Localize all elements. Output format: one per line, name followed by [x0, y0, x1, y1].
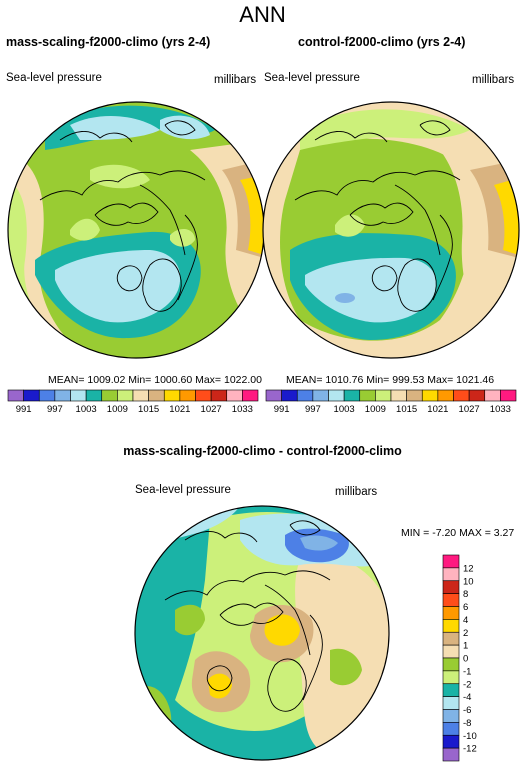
panel-1-map	[7, 101, 265, 359]
panel-1-units-label: millibars	[214, 74, 257, 86]
panel-3-units-label: millibars	[335, 486, 378, 498]
panel-2-colorbar-box	[421, 389, 439, 402]
panel-1-colorbar-tick-label: 1027	[201, 404, 222, 415]
panel-2-colorbar-box	[359, 389, 376, 402]
panel-3-colorbar-tick-label: -10	[463, 731, 477, 742]
panel-3-colorbar-tick-label: 12	[463, 563, 474, 574]
panel-3-colorbar-box	[442, 696, 460, 710]
panel-1-colorbar-box	[85, 389, 103, 402]
panel-2-colorbar-box	[437, 389, 454, 402]
panel-1-colorbar-box	[7, 389, 24, 402]
panel-1-colorbar-tick-label: 1003	[76, 404, 97, 415]
panel-3-colorbar-box	[442, 657, 460, 672]
panel-3-colorbar-box	[442, 644, 460, 659]
panel-3-colorbar-tick-label: 4	[463, 615, 468, 626]
panel-3-colorbar-tick-label: -2	[463, 679, 471, 690]
panel-3-colorbar-box	[442, 554, 460, 569]
panel-2-colorbar: 991 997 1003 1009 1015 1021 1027 1033	[265, 389, 517, 415]
panel-2-colorbar-box	[328, 389, 345, 402]
panel-1-colorbar-box	[179, 389, 196, 402]
panel-3-variable-label: Sea-level pressure	[135, 484, 231, 496]
panel-1-colorbar-box	[132, 389, 149, 402]
panel-1-colorbar-box	[70, 389, 87, 402]
panel-1-variable-label: Sea-level pressure	[6, 72, 102, 84]
panel-1-colorbar-box	[163, 389, 181, 402]
panel-2-colorbar-tick-label: 1021	[427, 404, 448, 415]
panel-3-colorbar-box	[442, 747, 460, 762]
panel-3-colorbar-tick-label: -8	[463, 718, 471, 729]
panel-1-colorbar-box	[117, 389, 134, 402]
panel-1-colorbar-tick-label: 1033	[232, 404, 253, 415]
panel-3-title: mass-scaling-f2000-climo - control-f2000…	[123, 444, 402, 458]
panel-3-colorbar-box	[442, 567, 460, 582]
panel-1-stats: MEAN= 1009.02 Min= 1000.60 Max= 1022.00	[48, 374, 262, 386]
panel-3-stats: MIN = -7.20 MAX = 3.27	[401, 527, 515, 539]
figure-title: ANN	[239, 2, 286, 27]
panel-3-colorbar-tick-label: 10	[463, 576, 474, 587]
panel-2-colorbar-box	[468, 389, 486, 402]
panel-1-colorbar-tick-label: 1021	[169, 404, 190, 415]
panel-1-colorbar-tick-label: 991	[16, 404, 32, 415]
panel-3-colorbar-box	[442, 734, 460, 749]
panel-3-colorbar-box	[442, 619, 460, 633]
panel-3-colorbar-box	[442, 631, 460, 646]
panel-2-units-label: millibars	[472, 74, 515, 86]
panel-3-colorbar-box	[442, 722, 460, 736]
panel-2-colorbar-tick-label: 1027	[459, 404, 480, 415]
panel-1-colorbar-box	[242, 389, 259, 402]
panel-2-stats: MEAN= 1010.76 Min= 999.53 Max= 1021.46	[286, 374, 495, 386]
panel-3-colorbar-tick-label: -4	[463, 692, 471, 703]
panel-3-colorbar-box	[442, 670, 460, 685]
panel-2-colorbar-tick-label: 1015	[396, 404, 417, 415]
panel-2-colorbar-box	[265, 389, 282, 402]
panel-3-colorbar-tick-label: 1	[463, 641, 468, 652]
panel-3-colorbar-tick-label: 6	[463, 602, 468, 613]
panel-1-colorbar-box	[23, 389, 40, 402]
panel-2-colorbar-box	[343, 389, 361, 402]
panel-1-colorbar-box	[226, 389, 243, 402]
panel-3-colorbar-box	[442, 709, 460, 723]
panel-3-colorbar-tick-label: -1	[463, 666, 471, 677]
panel-1-colorbar: 991 997 1003 1009 1015 1021 1027 1033	[7, 389, 259, 415]
panel-2-map	[262, 101, 520, 359]
panel-3-colorbar-box	[442, 683, 460, 697]
panel-1-colorbar-box	[148, 389, 165, 402]
panel-1-colorbar-tick-label: 1015	[138, 404, 159, 415]
panel-2-colorbar-box	[406, 389, 423, 402]
panel-2-variable-label: Sea-level pressure	[264, 72, 360, 84]
panel-2-colorbar-box	[390, 389, 407, 402]
panel-2-colorbar-box	[312, 389, 329, 402]
panel-2-colorbar-box	[453, 389, 470, 402]
panel-2-title: control-f2000-climo (yrs 2-4)	[298, 35, 466, 49]
panel-1-title: mass-scaling-f2000-climo (yrs 2-4)	[6, 35, 211, 49]
panel-1-colorbar-box	[195, 389, 212, 402]
panel-2-colorbar-tick-label: 1009	[365, 404, 386, 415]
panel-2-colorbar-box	[484, 389, 501, 402]
panel-2-colorbar-box	[500, 389, 517, 402]
panel-3-colorbar-tick-label: 0	[463, 654, 468, 665]
panel-2-colorbar-box	[375, 389, 392, 402]
panel-3-colorbar-tick-label: 8	[463, 589, 468, 600]
panel-2-colorbar-tick-label: 997	[305, 404, 321, 415]
panel-3-colorbar-tick-label: -12	[463, 744, 477, 755]
panel-2-colorbar-tick-label: 1033	[490, 404, 511, 415]
panel-2-colorbar-box	[296, 389, 314, 402]
panel-1-colorbar-box	[210, 389, 228, 402]
panel-1-colorbar-tick-label: 1009	[107, 404, 128, 415]
panel-1-colorbar-box	[38, 389, 56, 402]
panel-3-colorbar-tick-label: 2	[463, 628, 468, 639]
panel-1-colorbar-box	[101, 389, 118, 402]
panel-1-colorbar-box	[54, 389, 71, 402]
panel-3-colorbar-box	[442, 606, 460, 620]
panel-3-colorbar-box	[442, 580, 460, 594]
panel-3-map	[134, 505, 390, 761]
panel-3-colorbar-box	[442, 593, 460, 607]
panel-2-colorbar-tick-label: 991	[274, 404, 290, 415]
panel-3-colorbar-tick-label: -6	[463, 705, 471, 716]
panel-2-colorbar-tick-label: 1003	[334, 404, 355, 415]
panel-2-colorbar-box	[281, 389, 298, 402]
panel-1-colorbar-tick-label: 997	[47, 404, 63, 415]
